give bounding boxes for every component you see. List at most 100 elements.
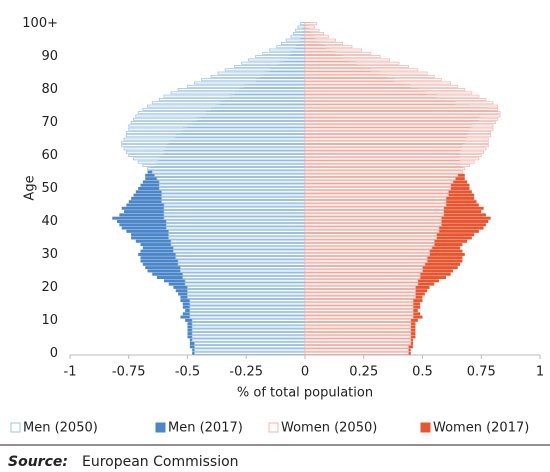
bar (292, 32, 306, 35)
bar (304, 91, 473, 95)
bar (191, 332, 306, 336)
bar (187, 295, 306, 299)
bar (304, 144, 489, 148)
bar (304, 259, 428, 263)
bar (165, 220, 306, 223)
y-axis-title: Age (23, 175, 38, 200)
bar (234, 65, 306, 68)
bar (304, 233, 438, 237)
bar (191, 335, 306, 339)
bar (304, 170, 463, 174)
bar (304, 117, 499, 121)
y-tick-label: 0 (50, 346, 58, 361)
bar (304, 167, 466, 171)
bar (163, 206, 306, 210)
bar (304, 187, 452, 190)
bar (276, 45, 306, 49)
bar (158, 98, 306, 101)
y-tick-label: 40 (41, 214, 58, 229)
bar (304, 101, 494, 105)
bar (304, 35, 329, 39)
bar (304, 325, 412, 329)
bar (304, 74, 435, 78)
bar (304, 272, 421, 276)
bar (191, 338, 306, 342)
bar (304, 48, 362, 52)
bar (304, 295, 416, 299)
bar (304, 130, 492, 134)
bar (304, 150, 485, 154)
bar (142, 163, 306, 167)
bar (304, 335, 412, 339)
legend-swatch (420, 422, 431, 433)
bar (304, 236, 438, 240)
bar (184, 282, 306, 286)
bar (304, 193, 449, 197)
bar (189, 305, 306, 309)
bar (281, 41, 306, 45)
bar (187, 84, 306, 88)
bar (304, 276, 421, 279)
bar (156, 177, 306, 181)
source-label: Source: (8, 454, 68, 470)
bar (163, 216, 306, 220)
x-axis-title: % of total population (237, 386, 373, 401)
bar (304, 252, 430, 256)
bar (121, 140, 306, 144)
bar (304, 190, 449, 194)
bar (297, 25, 306, 29)
bar (304, 127, 494, 131)
bar (126, 150, 306, 154)
bar (189, 302, 306, 306)
bar (304, 220, 442, 223)
x-tick-label: 1 (536, 365, 544, 380)
bar (191, 318, 306, 322)
bar (304, 345, 409, 349)
x-tick-label: 0.75 (467, 365, 496, 380)
bar (121, 144, 306, 148)
bar (187, 285, 306, 289)
bar (182, 272, 306, 276)
bar (128, 154, 306, 157)
bar (295, 28, 306, 32)
bar (304, 292, 416, 296)
x-tick-label: -1 (64, 365, 77, 380)
y-tick-label: 30 (41, 247, 58, 262)
bar (304, 25, 315, 29)
bar (172, 249, 306, 253)
y-tick-label: 80 (41, 82, 58, 97)
bar (163, 213, 306, 217)
bar (177, 262, 306, 266)
bar (165, 226, 306, 230)
y-tick-label: 50 (41, 181, 58, 196)
bar (304, 55, 381, 59)
legend-label: Men (2050) (23, 421, 98, 436)
bar (304, 309, 414, 312)
bar (304, 121, 496, 125)
bar (161, 200, 306, 204)
bar (217, 71, 306, 75)
bar (180, 266, 306, 270)
bar (142, 107, 306, 111)
bar (184, 279, 306, 283)
x-tick-label: -0.75 (112, 365, 146, 380)
bar (304, 342, 412, 345)
bar (123, 147, 306, 151)
bar (248, 58, 306, 62)
bar (163, 203, 306, 207)
bar (191, 325, 306, 329)
bar (304, 104, 499, 108)
bar (168, 233, 306, 237)
bar (189, 299, 306, 303)
bar (163, 210, 306, 214)
bar (177, 259, 306, 263)
bar (158, 187, 306, 190)
bar (201, 78, 306, 82)
bar (151, 170, 306, 174)
x-tick-label: 0.5 (412, 365, 433, 380)
bar (126, 134, 306, 138)
bar (304, 229, 440, 233)
bar (304, 305, 414, 309)
bar (151, 101, 306, 105)
bar (304, 114, 501, 118)
